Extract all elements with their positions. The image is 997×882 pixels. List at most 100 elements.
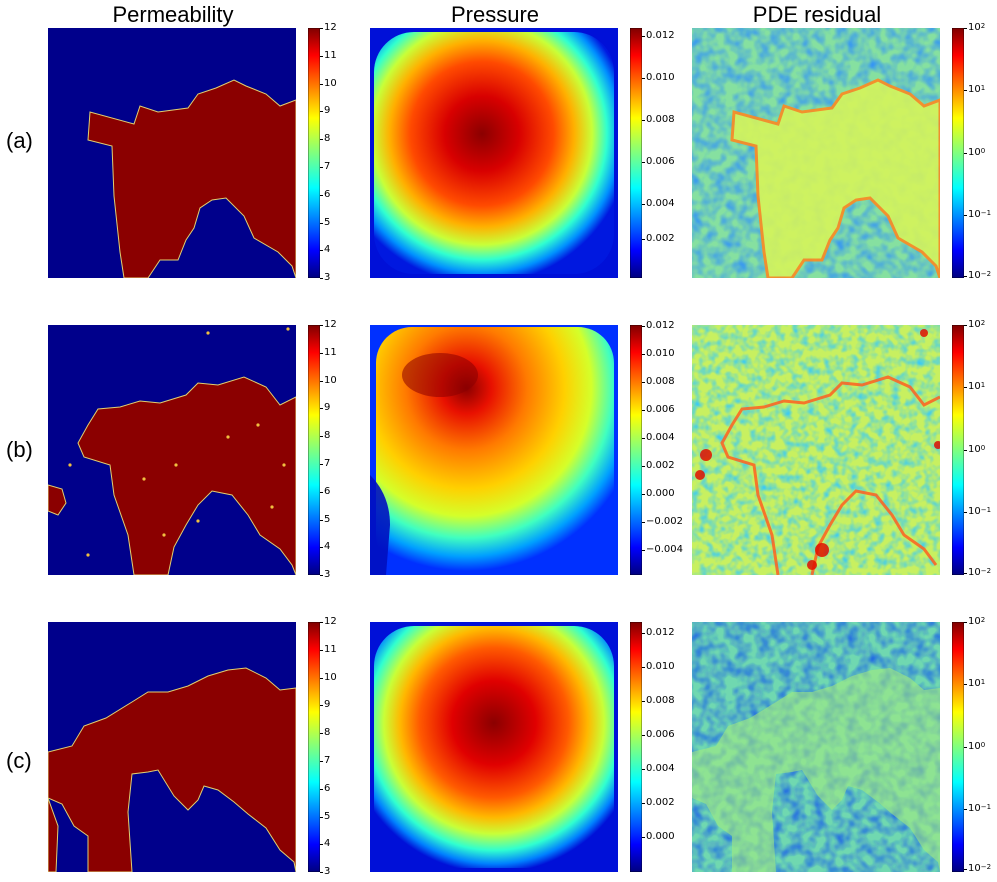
residual-tick: 102 (968, 616, 985, 628)
tick-mark (320, 733, 323, 734)
perm-tick: 11 (324, 644, 337, 655)
pressure-tick: 0.008 (646, 695, 675, 706)
pressure-tick: 0.012 (646, 30, 675, 41)
residual-tick-base: 10 (968, 678, 981, 689)
tick-mark (320, 464, 323, 465)
tick-mark (320, 195, 323, 196)
tick-mark (964, 28, 967, 29)
tick-mark (320, 325, 323, 326)
tick-mark (964, 747, 967, 748)
tick-mark (642, 466, 645, 467)
perm-tick: 12 (324, 22, 337, 33)
residual-tick: 100 (968, 444, 985, 456)
perm-tick: 12 (324, 319, 337, 330)
perm-tick: 4 (324, 541, 331, 552)
residual-tick-exponent: 2 (980, 22, 986, 30)
tick-mark (320, 408, 323, 409)
pde-residual-colorbar-b (951, 324, 965, 576)
tick-mark (320, 650, 323, 651)
residual-tick-base: 10 (968, 147, 981, 158)
perm-tick: 3 (324, 569, 331, 580)
residual-tick-base: 10 (968, 209, 981, 220)
perm-tick: 3 (324, 866, 331, 877)
tick-mark (642, 494, 645, 495)
pressure-tick: 0.008 (646, 114, 675, 125)
tick-mark (642, 239, 645, 240)
pressure-tick: 0.002 (646, 460, 675, 471)
tick-mark (642, 550, 645, 551)
residual-tick: 102 (968, 319, 985, 331)
residual-tick-base: 10 (968, 863, 981, 874)
perm-tick: 9 (324, 105, 331, 116)
tick-mark (964, 622, 967, 623)
tick-mark (320, 789, 323, 790)
tick-mark (642, 204, 645, 205)
residual-tick-base: 10 (968, 270, 981, 281)
residual-tick-base: 10 (968, 616, 981, 627)
tick-mark (320, 436, 323, 437)
row-label-c: (c) (6, 748, 32, 773)
pressure-tick: 0.008 (646, 376, 675, 387)
pressure-tick: 0.006 (646, 156, 675, 167)
perm-tick: 12 (324, 616, 337, 627)
row-label-b: (b) (6, 437, 33, 462)
tick-mark (320, 353, 323, 354)
tick-mark (320, 844, 323, 845)
residual-tick-base: 10 (968, 381, 981, 392)
residual-tick: 10−1 (968, 803, 991, 815)
tick-mark (964, 512, 967, 513)
residual-tick-exponent: 1 (980, 84, 986, 92)
pde-residual-map-c (692, 622, 940, 872)
tick-mark (964, 153, 967, 154)
permeability-map-b (48, 325, 296, 575)
residual-tick-exponent: 1 (980, 678, 986, 686)
residual-tick-exponent: 2 (980, 616, 986, 624)
perm-tick: 8 (324, 727, 331, 738)
tick-mark (320, 492, 323, 493)
pde-residual-colorbar-a (951, 27, 965, 279)
perm-tick: 4 (324, 244, 331, 255)
perm-tick: 10 (324, 78, 337, 89)
residual-tick-exponent: −2 (980, 270, 992, 278)
pressure-tick: 0.002 (646, 233, 675, 244)
pressure-tick: 0.012 (646, 627, 675, 638)
perm-tick: 5 (324, 217, 331, 228)
pressure-tick: −0.004 (646, 544, 684, 555)
perm-tick: 10 (324, 375, 337, 386)
tick-mark (642, 438, 645, 439)
tick-mark (964, 809, 967, 810)
perm-tick: 3 (324, 272, 331, 283)
pressure-colorbar-c (629, 621, 643, 873)
permeability-colorbar-b (307, 324, 321, 576)
perm-tick: 8 (324, 430, 331, 441)
pressure-map-a (370, 28, 618, 278)
perm-tick: 7 (324, 161, 331, 172)
tick-mark (964, 90, 967, 91)
perm-tick: 6 (324, 486, 331, 497)
residual-tick-exponent: −2 (980, 863, 992, 871)
residual-tick: 102 (968, 22, 985, 34)
residual-tick-base: 10 (968, 444, 981, 455)
residual-tick-base: 10 (968, 22, 981, 33)
tick-mark (320, 139, 323, 140)
perm-tick: 6 (324, 783, 331, 794)
tick-mark (642, 78, 645, 79)
perm-tick: 7 (324, 755, 331, 766)
tick-mark (642, 769, 645, 770)
tick-mark (642, 633, 645, 634)
tick-mark (320, 250, 323, 251)
tick-mark (320, 223, 323, 224)
residual-tick: 10−1 (968, 209, 991, 221)
residual-tick-exponent: −1 (980, 506, 992, 514)
perm-tick: 10 (324, 672, 337, 683)
tick-mark (320, 84, 323, 85)
permeability-colorbar-c (307, 621, 321, 873)
permeability-colorbar-a (307, 27, 321, 279)
tick-mark (964, 684, 967, 685)
residual-tick-exponent: −2 (980, 567, 992, 575)
tick-mark (642, 354, 645, 355)
pde-residual-colorbar-c (951, 621, 965, 873)
pressure-tick: 0.004 (646, 198, 675, 209)
pressure-tick: 0.006 (646, 729, 675, 740)
tick-mark (320, 520, 323, 521)
